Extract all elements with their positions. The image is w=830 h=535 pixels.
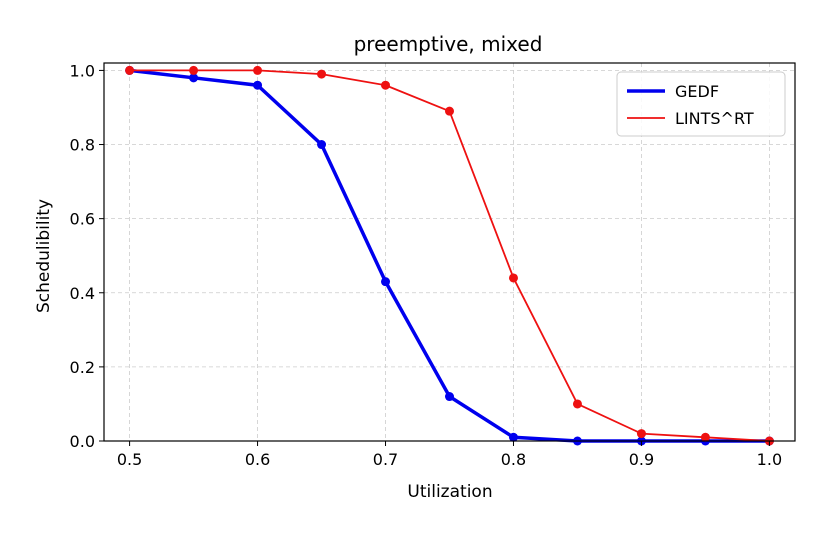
x-tick-label: 0.8 xyxy=(501,450,526,469)
x-tick-label: 0.5 xyxy=(117,450,142,469)
data-point xyxy=(508,432,518,442)
legend-box xyxy=(616,71,786,137)
data-point xyxy=(381,277,391,287)
data-point xyxy=(700,432,710,442)
x-tick-label: 1.0 xyxy=(757,450,782,469)
legend-label: LINTS^RT xyxy=(675,109,754,128)
series-lints-rt xyxy=(125,65,774,446)
y-tick-label: 1.0 xyxy=(70,61,95,80)
data-point xyxy=(125,65,135,75)
x-tick-label: 0.7 xyxy=(373,450,398,469)
data-point xyxy=(508,273,518,283)
data-point xyxy=(445,106,454,116)
data-point xyxy=(253,65,263,75)
data-point xyxy=(636,429,646,439)
data-point xyxy=(381,80,391,90)
plot-frame xyxy=(103,62,796,442)
data-point xyxy=(189,65,199,75)
y-tick-label: 0.6 xyxy=(70,210,95,229)
y-tick-label: 0.4 xyxy=(70,284,95,303)
legend: GEDF LINTS^RT xyxy=(616,71,786,137)
y-axis-label: Schedulibility xyxy=(34,199,54,313)
axis-ticks: 0.5 0.6 0.7 0.8 0.9 1.0 0.0 0.2 0.4 0.6 0.8 1.0 xyxy=(70,61,783,469)
chart-title: preemptive, mixed xyxy=(354,32,543,56)
legend-label: GEDF xyxy=(675,82,719,101)
data-point xyxy=(189,73,199,83)
data-point xyxy=(317,69,327,79)
data-point xyxy=(253,80,263,90)
x-tick-label: 0.9 xyxy=(629,450,654,469)
data-point xyxy=(317,140,327,150)
x-axis-label: Utilization xyxy=(407,482,492,502)
y-tick-label: 0.0 xyxy=(70,432,95,451)
data-point xyxy=(572,399,582,409)
y-tick-label: 0.8 xyxy=(70,136,95,155)
x-tick-label: 0.6 xyxy=(245,450,270,469)
data-point xyxy=(445,392,454,402)
y-tick-label: 0.2 xyxy=(70,358,95,377)
